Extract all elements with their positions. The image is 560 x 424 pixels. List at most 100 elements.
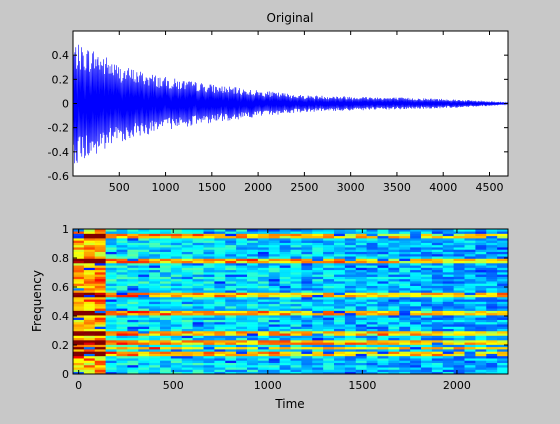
spectrogram-cell xyxy=(105,244,117,248)
spectrogram-cell xyxy=(247,358,259,361)
spectrogram-cell xyxy=(290,262,302,266)
spectrogram-cell xyxy=(334,258,346,262)
spectrogram-cell xyxy=(377,310,389,314)
spectrogram-cell xyxy=(344,253,357,257)
spectrogram-cell xyxy=(290,362,302,366)
spectrogram-cell xyxy=(442,229,454,232)
spectrogram-cell xyxy=(486,358,498,361)
spectrogram-cell xyxy=(410,253,422,257)
spectrogram-cell xyxy=(83,251,96,255)
spectrogram-cell xyxy=(236,306,248,309)
spectrogram-cell xyxy=(192,235,204,239)
spectrogram-cell xyxy=(377,360,389,363)
spectrogram-cell xyxy=(475,251,487,255)
spectrogram-cell xyxy=(73,292,85,296)
spectrogram-cell xyxy=(116,346,128,350)
spectrogram-cell xyxy=(203,240,215,243)
spectrogram-cell xyxy=(497,253,509,257)
spectrogram-cell xyxy=(453,319,465,323)
spectrogram-cell xyxy=(192,303,204,307)
spectrogram-cell xyxy=(181,283,193,286)
spectrogram-cell xyxy=(116,306,128,309)
spectrogram-cell xyxy=(323,303,335,307)
spectrogram-cell xyxy=(105,353,117,357)
spectrogram-cell xyxy=(486,240,498,243)
spectrogram-cell xyxy=(410,342,422,345)
spectrogram-cell xyxy=(268,260,280,264)
spectrogram-cell xyxy=(268,258,280,262)
spectrogram-cell xyxy=(247,328,259,332)
spectrogram-cell xyxy=(377,276,389,280)
spectrogram-cell xyxy=(149,342,161,345)
spectrogram-cell xyxy=(279,229,291,232)
spectrogram-cell xyxy=(475,344,487,348)
spectrogram-axes-frame xyxy=(72,228,509,375)
spectrogram-cell xyxy=(497,247,509,250)
spectrogram-cell xyxy=(214,360,226,363)
spectrogram-cell xyxy=(138,342,150,345)
spectrogram-cell xyxy=(453,283,465,286)
spectrogram-cell xyxy=(344,301,357,305)
spectrogram-cell xyxy=(388,330,400,334)
spectrogram-cell xyxy=(268,371,280,375)
spectrogram-cell xyxy=(344,256,357,259)
spectrogram-cell xyxy=(83,278,96,282)
spectrogram-cell xyxy=(399,242,411,246)
spectrogram-cell xyxy=(355,251,367,255)
spectrogram-cell xyxy=(366,251,378,255)
spectrogram-cell xyxy=(83,299,96,302)
spectrogram-cell xyxy=(290,238,302,241)
spectrogram-cell xyxy=(377,260,389,264)
spectrogram-cell xyxy=(170,353,183,357)
spectrogram-cell xyxy=(225,251,237,255)
spectrogram-cell xyxy=(486,260,498,264)
spectrogram-cell xyxy=(464,262,476,266)
spectrogram-cell xyxy=(94,330,106,334)
spectrogram-cell xyxy=(160,299,172,302)
spectrogram-cell xyxy=(268,281,280,284)
spectrogram-cell xyxy=(388,340,400,343)
spectrogram-cell xyxy=(279,317,291,320)
spectrogram-cell xyxy=(138,285,150,289)
spectrogram-cell xyxy=(105,360,117,363)
spectrogram-cell xyxy=(279,319,291,323)
spectrogram-cell xyxy=(170,337,183,341)
spectrogram-cell xyxy=(116,328,128,332)
spectrogram-cell xyxy=(431,371,444,375)
spectrogram-cell xyxy=(366,294,378,298)
spectrogram-cell xyxy=(290,269,302,273)
spectrogram-cell xyxy=(268,364,280,368)
spectrogram-cell xyxy=(334,231,346,234)
spectrogram-cell xyxy=(214,294,226,298)
spectrogram-cell xyxy=(225,283,237,286)
spectrogram-cell xyxy=(138,337,150,341)
spectrogram-cell xyxy=(475,249,487,252)
spectrogram-cell xyxy=(312,260,324,264)
spectrogram-cell xyxy=(497,308,509,311)
spectrogram-cell xyxy=(127,351,139,354)
spectrogram-cell xyxy=(170,306,183,309)
spectrogram-cell xyxy=(301,346,313,350)
spectrogram-cell xyxy=(290,346,302,350)
spectrogram-cell xyxy=(73,335,85,339)
spectrogram-cell xyxy=(73,353,85,357)
spectrogram-cell xyxy=(377,344,389,348)
spectrogram-cell xyxy=(388,244,400,248)
spectrogram-cell xyxy=(170,319,183,323)
spectrogram-cell xyxy=(181,321,193,325)
spectrogram-cell xyxy=(410,303,422,307)
spectrogram-cell xyxy=(334,287,346,291)
spectrogram-cell xyxy=(431,242,444,246)
spectrogram-cell xyxy=(312,281,324,284)
spectrogram-cell xyxy=(138,369,150,373)
spectrogram-cell xyxy=(290,312,302,316)
spectrogram-cell xyxy=(138,303,150,307)
spectrogram-cell xyxy=(181,306,193,309)
spectrogram-cell xyxy=(475,335,487,339)
spectrogram-cell xyxy=(410,324,422,327)
spectrogram-cell xyxy=(421,240,433,243)
spectrogram-cell xyxy=(181,319,193,323)
spectrogram-cell xyxy=(236,324,248,327)
spectrogram-cell xyxy=(94,321,106,325)
spectrogram-cell xyxy=(301,276,313,280)
